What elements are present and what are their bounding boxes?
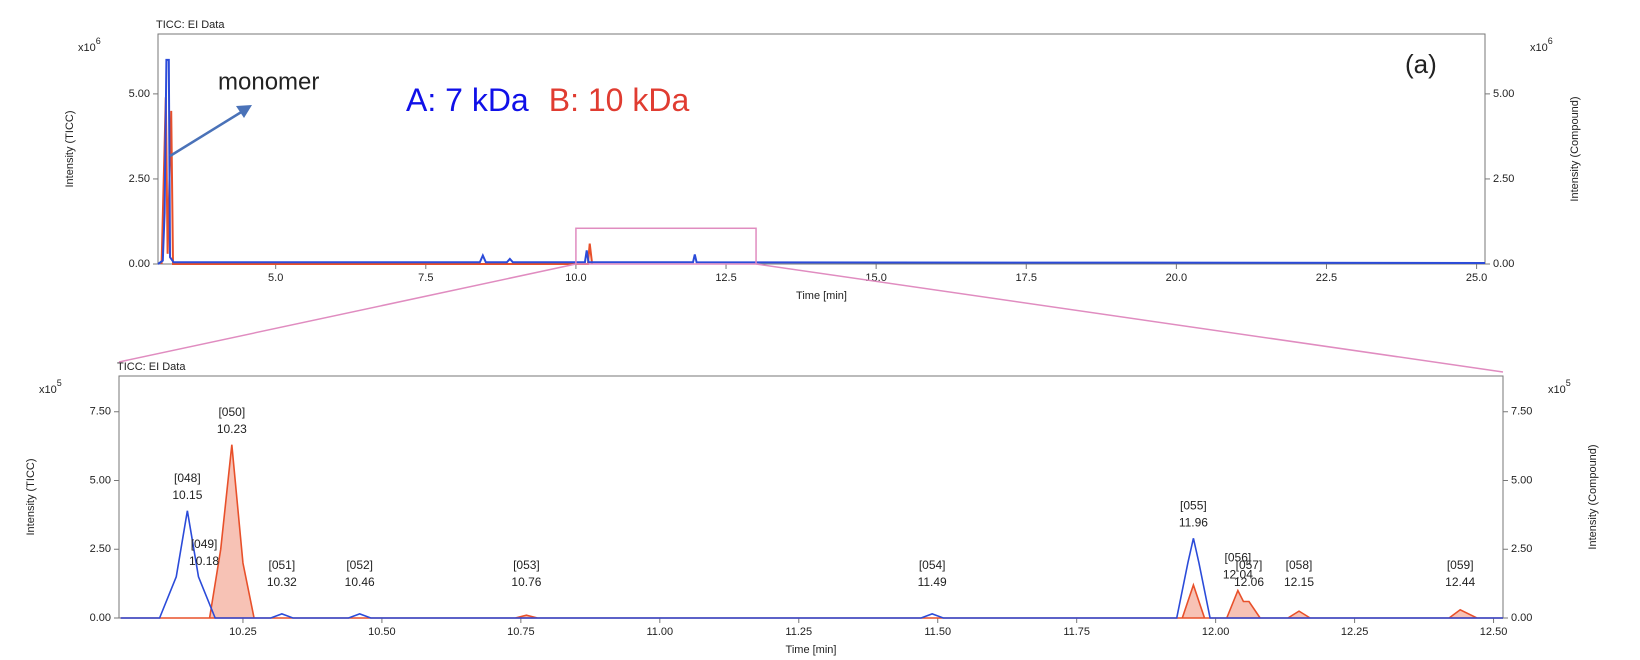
series-line: [120, 510, 1503, 619]
y-multiplier-base: x10: [78, 42, 96, 54]
y-tick-label: 2.50: [90, 543, 111, 555]
y-multiplier-base: x10: [1530, 42, 1548, 54]
y-multiplier: x105: [1548, 378, 1571, 396]
peak-tag: [051]: [269, 558, 296, 572]
y2-axis-label: Intensity (Compound): [1569, 96, 1581, 201]
zoom-connector: [118, 263, 577, 363]
y-multiplier-exp: 5: [57, 378, 62, 388]
peak-tag: [058]: [1286, 558, 1313, 572]
peak-rt: 10.76: [511, 575, 541, 589]
y2-tick-label: 0.00: [1511, 612, 1532, 624]
peak-rt: 11.96: [1179, 515, 1208, 529]
annotation-arrow: [169, 109, 244, 158]
y-tick-label: 0.00: [90, 612, 111, 624]
x-tick-label: 10.75: [507, 626, 535, 638]
y-tick-label: 7.50: [90, 406, 111, 418]
legend-entry: A: 7 kDa: [406, 82, 529, 118]
y-tick-label: 5.00: [90, 474, 111, 486]
peak-tag: [055]: [1180, 498, 1207, 512]
x-tick-label: 11.75: [1063, 626, 1090, 638]
peak-tag: [053]: [513, 558, 540, 572]
zoom-box: [575, 227, 757, 265]
y-multiplier-exp: 5: [1566, 378, 1571, 388]
peak-rt: 10.15: [172, 488, 202, 502]
peak-tag: [052]: [346, 558, 373, 572]
y-multiplier-exp: 6: [96, 36, 101, 46]
y2-tick-label: 5.00: [1511, 474, 1532, 486]
series-line: [157, 58, 1486, 265]
x-tick-label: 12.50: [1480, 626, 1508, 638]
x-tick-label: 22.5: [1316, 272, 1337, 284]
annotation: monomer: [218, 68, 319, 95]
x-tick-label: 11.25: [785, 626, 812, 638]
x-tick-label: 12.25: [1341, 626, 1369, 638]
x-tick-label: 20.0: [1166, 272, 1187, 284]
panel-label: (a): [1405, 49, 1437, 79]
y-multiplier-base: x10: [39, 384, 57, 396]
y-multiplier: x106: [78, 36, 101, 54]
x-axis-label: Time [min]: [796, 290, 847, 302]
y2-tick-label: 5.00: [1493, 88, 1514, 100]
peak-rt: 12.15: [1284, 575, 1314, 589]
x-tick-label: 5.0: [268, 272, 283, 284]
x-tick-label: 11.00: [646, 626, 673, 638]
y-multiplier: x106: [1530, 36, 1553, 54]
y2-tick-label: 0.00: [1493, 258, 1514, 270]
y-multiplier-base: x10: [1548, 384, 1566, 396]
zoom-connector: [755, 263, 1504, 373]
legend: A: 7 kDa B: 10 kDa: [406, 82, 689, 118]
peak-tag: [056]: [1225, 551, 1252, 565]
legend-entry: B: 10 kDa: [549, 82, 690, 118]
y-axis-label: Intensity (TICC): [25, 458, 37, 535]
y-tick-label: 0.00: [129, 258, 150, 270]
peak-rt: 12.04: [1223, 568, 1253, 582]
peak-tag: [048]: [174, 471, 201, 485]
chart-title: TICC: EI Data: [117, 361, 186, 373]
chart-title: TICC: EI Data: [156, 19, 225, 31]
y2-tick-label: 7.50: [1511, 406, 1532, 418]
peak-tag: [057]: [1236, 558, 1263, 572]
y2-tick-label: 2.50: [1511, 543, 1532, 555]
peak-rt: 12.06: [1234, 575, 1264, 589]
x-tick-label: 12.5: [715, 272, 736, 284]
peak-tag: [049]: [191, 537, 218, 551]
y2-tick-label: 2.50: [1493, 173, 1514, 185]
x-tick-label: 10.0: [565, 272, 586, 284]
x-tick-label: 12.00: [1202, 626, 1230, 638]
y-multiplier-exp: 6: [1548, 36, 1553, 46]
peak-rt: 10.23: [217, 422, 247, 436]
annotation-arrowhead: [236, 105, 252, 118]
x-axis-label: Time [min]: [786, 644, 837, 656]
peak-rt: 10.46: [345, 575, 375, 589]
x-tick-label: 10.25: [229, 626, 257, 638]
y-tick-label: 2.50: [129, 173, 150, 185]
x-tick-label: 17.5: [1016, 272, 1037, 284]
plot-frame: [157, 33, 1486, 265]
peak-rt: 12.44: [1445, 575, 1475, 589]
x-tick-label: 25.0: [1466, 272, 1487, 284]
x-tick-label: 7.5: [418, 272, 433, 284]
y-axis-label: Intensity (TICC): [64, 110, 76, 187]
y2-axis-label: Intensity (Compound): [1587, 444, 1599, 549]
y-multiplier: x105: [39, 378, 62, 396]
x-tick-label: 11.50: [924, 626, 951, 638]
x-tick-label: 10.50: [368, 626, 396, 638]
peak-tag: [054]: [919, 558, 946, 572]
peak-rt: 11.49: [918, 575, 947, 589]
peak-rt: 10.32: [267, 575, 297, 589]
y-tick-label: 5.00: [129, 88, 150, 100]
peak-rt: 10.18: [189, 554, 219, 568]
series-line: [120, 444, 1503, 619]
peak-tag: [059]: [1447, 558, 1474, 572]
peak-tag: [050]: [218, 405, 245, 419]
